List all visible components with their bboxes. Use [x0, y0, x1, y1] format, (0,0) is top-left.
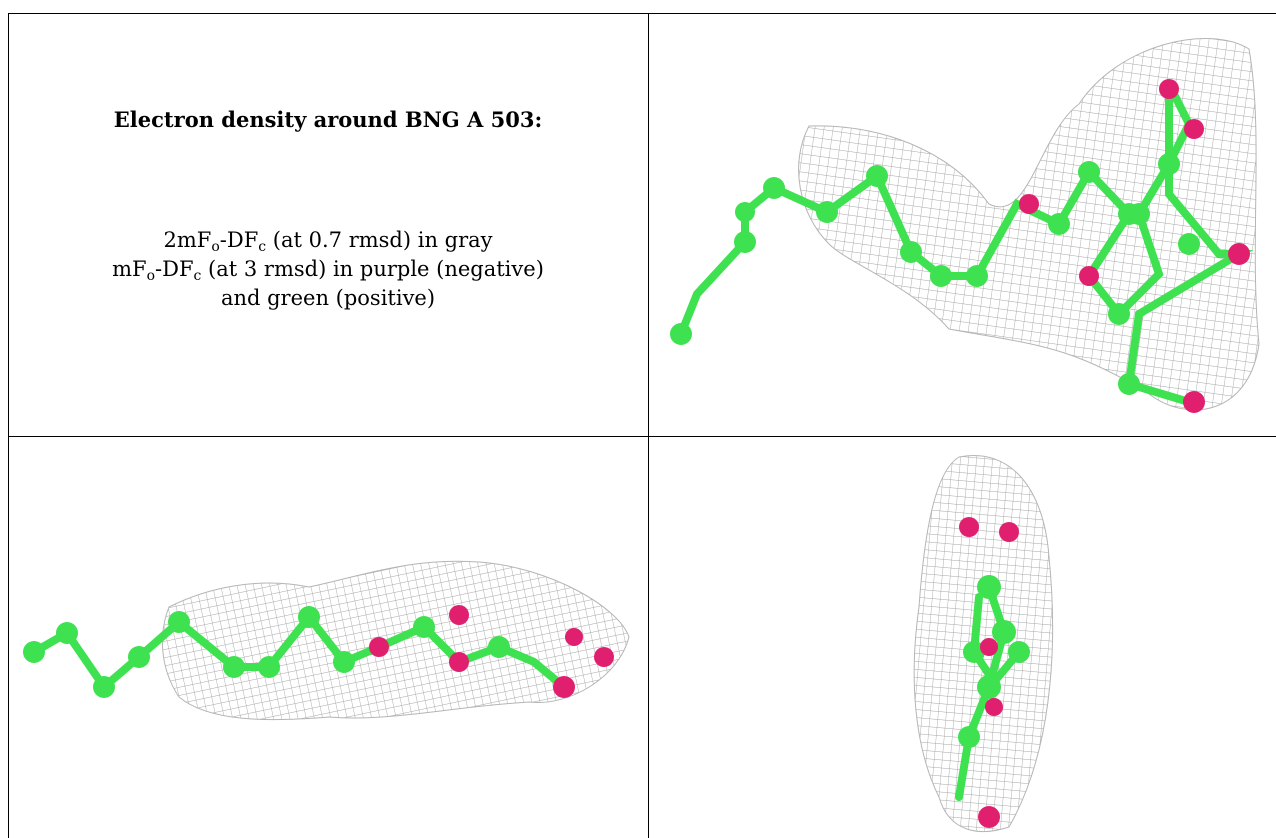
- ligand-model: [955, 517, 1030, 828]
- table-border-top: [8, 13, 1276, 14]
- legend-text: -DF: [155, 257, 194, 281]
- electron-density-mesh: [798, 38, 1260, 411]
- legend-line-green: and green (positive): [8, 284, 648, 313]
- legend-text: mF: [112, 257, 147, 281]
- ligand-model: [670, 79, 1254, 413]
- legend-subscript: o: [211, 239, 220, 255]
- legend-text: and green (positive): [220, 286, 436, 310]
- figure-title: Electron density around BNG A 503:: [113, 107, 543, 132]
- table-border-middle: [648, 13, 649, 838]
- density-image-1: [670, 38, 1260, 413]
- density-image-2: [23, 560, 630, 721]
- legend-subscript: c: [193, 268, 202, 284]
- legend-line-mfo: mFo-DFc (at 3 rmsd) in purple (negative): [8, 255, 648, 284]
- ligand-model: [23, 605, 614, 698]
- legend-block: 2mFo-DFc (at 0.7 rmsd) in gray mFo-DFc (…: [8, 226, 648, 313]
- legend-text: (at 0.7 rmsd) in gray: [266, 228, 493, 252]
- density-view-top-right: [649, 14, 1276, 436]
- legend-subscript: c: [258, 239, 267, 255]
- legend-text: (at 3 rmsd) in purple (negative): [201, 257, 544, 281]
- legend-subscript: o: [146, 268, 156, 284]
- table-border-left: [8, 13, 9, 838]
- density-image-3: [913, 455, 1054, 833]
- density-view-bottom-left: [9, 437, 648, 838]
- legend-text: -DF: [219, 228, 259, 252]
- legend-text: 2mF: [163, 228, 212, 252]
- caption-cell: Electron density around BNG A 503: 2mFo-…: [8, 14, 648, 436]
- table-border-row: [8, 436, 1276, 437]
- density-view-bottom-right: [649, 437, 1276, 838]
- legend-line-2mfo: 2mFo-DFc (at 0.7 rmsd) in gray: [8, 226, 648, 255]
